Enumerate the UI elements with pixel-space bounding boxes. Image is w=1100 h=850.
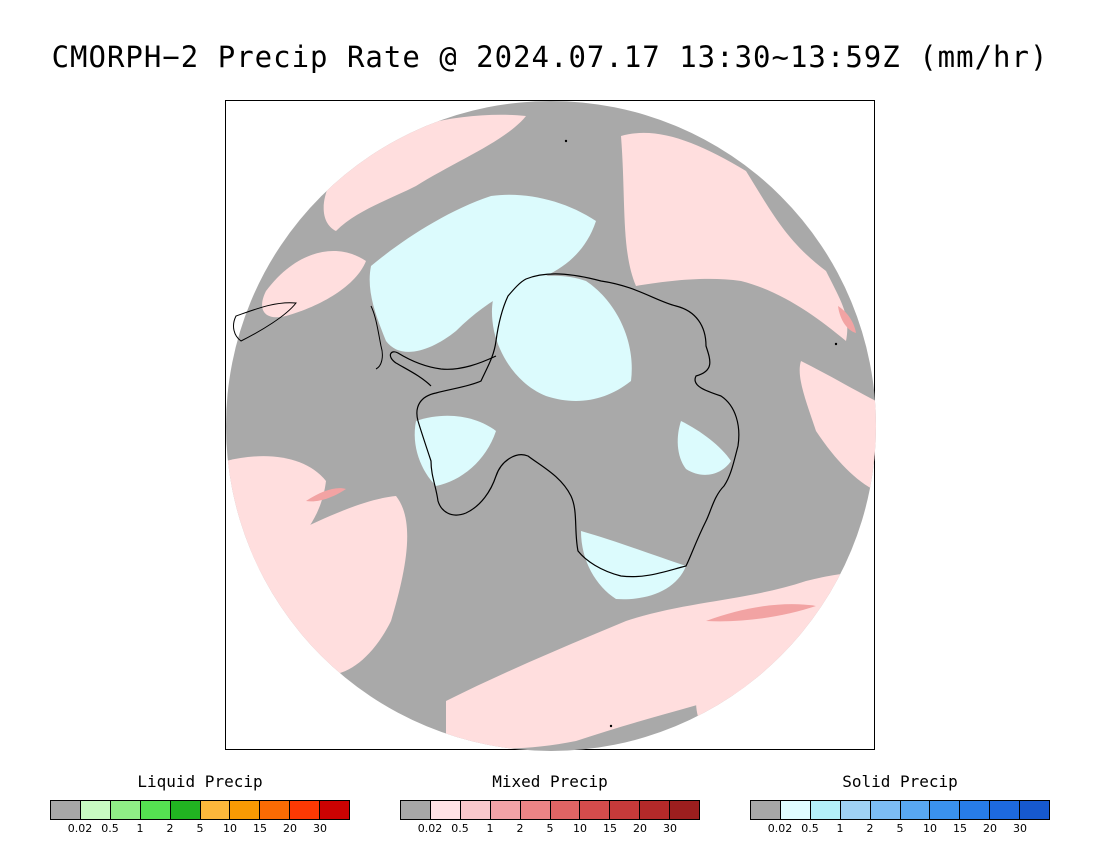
legend-swatch bbox=[430, 801, 461, 819]
legend-ticks: 0.02 0.5 1 2 5 10 15 20 30 bbox=[50, 822, 350, 836]
legend-swatch bbox=[1020, 801, 1050, 819]
solid-precip-region-center bbox=[491, 275, 632, 401]
legend-tick-label: 15 bbox=[953, 822, 967, 835]
legend-tick-label: 5 bbox=[196, 822, 204, 835]
legend-ticks: 0.02 0.5 1 2 5 10 15 20 30 bbox=[400, 822, 700, 836]
mixed-precip-streak-east bbox=[838, 306, 856, 333]
island-marker bbox=[834, 342, 838, 346]
legend-tick-label: 5 bbox=[546, 822, 554, 835]
legend-colorbar bbox=[750, 800, 1050, 820]
mixed-precip-region-west bbox=[226, 456, 326, 571]
legend-swatch bbox=[840, 801, 871, 819]
legend-solid: Solid Precip 0.02 0.5 1 2 5 10 15 20 30 bbox=[750, 772, 1050, 842]
mixed-precip-streak-west bbox=[306, 488, 346, 502]
legend-tick-label: 2 bbox=[166, 822, 174, 835]
legend-swatch bbox=[260, 801, 291, 819]
legend-title: Mixed Precip bbox=[492, 772, 608, 791]
legend-swatch bbox=[51, 801, 81, 819]
solid-precip-region-east bbox=[677, 421, 731, 475]
antarctic-peninsula-coastline bbox=[389, 351, 497, 387]
legend-tick-label: 10 bbox=[923, 822, 937, 835]
legend-swatch bbox=[810, 801, 841, 819]
legend-swatch bbox=[170, 801, 201, 819]
legend-tick-label: 2 bbox=[516, 822, 524, 835]
legend-swatch bbox=[780, 801, 811, 819]
legend-swatch bbox=[990, 801, 1021, 819]
legend-tick-label: 20 bbox=[983, 822, 997, 835]
legend-tick-label: 15 bbox=[253, 822, 267, 835]
legend-swatch bbox=[900, 801, 931, 819]
antarctica-coastline bbox=[416, 273, 740, 578]
legend-swatch bbox=[230, 801, 261, 819]
legend-ticks: 0.02 0.5 1 2 5 10 15 20 30 bbox=[750, 822, 1050, 836]
legend-tick-label: 0.02 bbox=[417, 822, 443, 835]
solid-precip-region-north bbox=[369, 194, 596, 352]
legend-swatch bbox=[290, 801, 321, 819]
legend-colorbar bbox=[400, 800, 700, 820]
legend-title: Liquid Precip bbox=[137, 772, 263, 791]
legend-swatch bbox=[610, 801, 641, 819]
mixed-precip-region-northeast bbox=[621, 132, 848, 341]
island-marker bbox=[609, 724, 613, 728]
mixed-precip-region-northwest bbox=[262, 251, 366, 318]
legend-tick-label: 5 bbox=[896, 822, 904, 835]
legend-colorbar bbox=[50, 800, 350, 820]
south-america-tip-coastline bbox=[233, 302, 297, 342]
legend-tick-label: 10 bbox=[573, 822, 587, 835]
legend-swatch bbox=[80, 801, 111, 819]
legend-swatch bbox=[670, 801, 700, 819]
legend-swatch bbox=[320, 801, 350, 819]
mixed-precip-region-east bbox=[799, 361, 876, 491]
map-frame bbox=[225, 100, 876, 751]
legend-tick-label: 0.5 bbox=[101, 822, 119, 835]
solid-precip-region-south bbox=[581, 531, 686, 600]
legend-swatch bbox=[490, 801, 521, 819]
island-marker bbox=[564, 139, 568, 143]
legend-tick-label: 30 bbox=[663, 822, 677, 835]
legend-swatch bbox=[580, 801, 611, 819]
legend-swatch bbox=[520, 801, 551, 819]
legend-swatch bbox=[870, 801, 901, 819]
legend-tick-label: 20 bbox=[283, 822, 297, 835]
legend-swatch bbox=[550, 801, 581, 819]
legend-liquid: Liquid Precip 0.02 0.5 1 2 5 10 15 20 30 bbox=[50, 772, 350, 842]
legend-swatch bbox=[460, 801, 491, 819]
legend-swatch bbox=[110, 801, 141, 819]
legend-tick-label: 15 bbox=[603, 822, 617, 835]
legend-swatch bbox=[401, 801, 431, 819]
legend-tick-label: 0.5 bbox=[451, 822, 469, 835]
legend-swatch bbox=[140, 801, 171, 819]
legend-tick-label: 1 bbox=[836, 822, 844, 835]
legend-tick-label: 1 bbox=[486, 822, 494, 835]
legend-swatch bbox=[751, 801, 781, 819]
legend-swatch bbox=[960, 801, 991, 819]
polar-map bbox=[226, 101, 876, 751]
legend-tick-label: 1 bbox=[136, 822, 144, 835]
legend-tick-label: 2 bbox=[866, 822, 874, 835]
legend-swatch bbox=[200, 801, 231, 819]
legend-tick-label: 0.02 bbox=[767, 822, 793, 835]
legend-title: Solid Precip bbox=[842, 772, 958, 791]
map-title: CMORPH−2 Precip Rate @ 2024.07.17 13:30~… bbox=[51, 40, 1049, 74]
legend-tick-label: 30 bbox=[1013, 822, 1027, 835]
legend-tick-label: 0.02 bbox=[67, 822, 93, 835]
legend-tick-label: 10 bbox=[223, 822, 237, 835]
legend-swatch bbox=[640, 801, 671, 819]
legend-mixed: Mixed Precip 0.02 0.5 1 2 5 10 15 20 30 bbox=[400, 772, 700, 842]
solid-precip-region-west bbox=[414, 415, 496, 486]
mixed-precip-streak-southeast bbox=[706, 604, 816, 622]
chile-coastline bbox=[370, 305, 383, 370]
legend-tick-label: 30 bbox=[313, 822, 327, 835]
legend-tick-label: 0.5 bbox=[801, 822, 819, 835]
legend-swatch bbox=[930, 801, 961, 819]
legend-tick-label: 20 bbox=[633, 822, 647, 835]
